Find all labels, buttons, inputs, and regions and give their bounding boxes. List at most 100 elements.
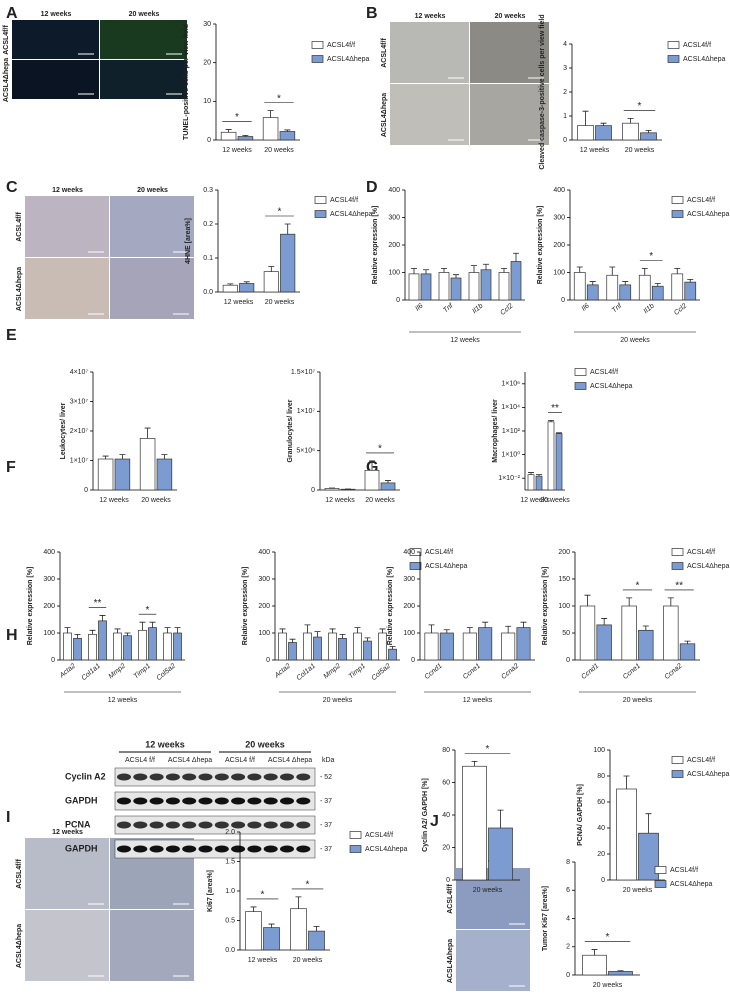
x-tick-label: Ccnd1 — [424, 663, 444, 681]
error-bar — [471, 265, 477, 273]
bar — [462, 632, 477, 661]
bar — [280, 233, 296, 293]
panel-letter: B — [366, 5, 378, 22]
x-tick-label: Tnf — [611, 302, 624, 315]
bar — [263, 927, 280, 951]
blot-band — [296, 773, 311, 781]
micrograph — [470, 84, 549, 145]
blot-band — [263, 845, 278, 853]
x-tick-label: Ccl2 — [673, 303, 688, 317]
error-bar — [600, 122, 607, 126]
y-tick-label: 0 — [84, 487, 88, 494]
bar — [245, 911, 262, 951]
blot-band — [117, 845, 131, 853]
y-axis-label: Tumor Ki67 [area%] — [542, 886, 549, 951]
error-bar — [114, 628, 121, 633]
bar — [73, 638, 82, 661]
bar — [138, 629, 147, 661]
blot-band — [214, 797, 229, 805]
error-bar — [329, 628, 336, 633]
bar — [622, 122, 639, 141]
x-tick-label: 12 weeks — [224, 299, 254, 306]
bar — [308, 930, 325, 951]
legend-label: ACSL4Δhepa — [670, 881, 713, 888]
bar — [328, 632, 337, 661]
y-tick-label: 100 — [553, 269, 565, 276]
legend-label: ACSL4Δhepa — [687, 563, 730, 570]
y-axis-label: Relative expression [%] — [27, 567, 34, 646]
error-bar — [164, 627, 171, 633]
bar — [638, 629, 654, 661]
y-tick-label: 4 — [563, 41, 567, 48]
legend-label: ACSL4Δhepa — [687, 771, 730, 778]
blot-band — [214, 845, 229, 853]
y-tick-label: 0 — [207, 137, 211, 144]
blot-band — [263, 797, 278, 805]
y-tick-label: 2.0 — [225, 829, 235, 836]
x-tick-label: Timp1 — [133, 663, 152, 681]
legend-label: ACSL4Δhepa — [590, 383, 633, 390]
y-tick-label: 80 — [442, 747, 450, 754]
bar — [173, 632, 182, 661]
error-bar — [582, 110, 589, 126]
y-tick-label: 1×10⁰ — [501, 450, 520, 458]
bar — [621, 605, 637, 661]
error-bar — [313, 926, 320, 932]
x-tick-label: Ccna2 — [664, 663, 684, 681]
bar — [608, 971, 633, 976]
error-bar — [667, 597, 674, 606]
blot-band — [231, 821, 246, 829]
y-tick-label: 2 — [563, 89, 567, 96]
x-tick-label: 12 weeks — [222, 147, 252, 154]
bar — [535, 475, 543, 491]
y-tick-label: 0.0 — [225, 947, 235, 954]
bar — [163, 632, 172, 661]
error-bar — [102, 455, 109, 460]
error-bar — [379, 628, 386, 633]
image-column-label: 12 weeks — [41, 11, 72, 18]
x-tick-label: Il6 — [414, 303, 424, 313]
bar — [527, 474, 535, 491]
bar — [651, 285, 664, 301]
y-tick-label: 0.0 — [203, 289, 213, 296]
blot-band — [133, 773, 148, 781]
micrograph — [110, 258, 194, 319]
legend-label: ACSL4f/f — [687, 757, 715, 764]
legend-label: ACSL4Δhepa — [683, 56, 726, 63]
error-bar — [589, 281, 596, 285]
x-tick-label: Ccl2 — [499, 303, 514, 317]
bar — [586, 284, 599, 301]
bar — [222, 284, 238, 293]
error-bar — [453, 274, 459, 278]
blot-band — [165, 797, 180, 805]
legend-swatch — [314, 196, 327, 204]
y-tick-label: 100 — [43, 630, 55, 637]
y-tick-label: 1.5×10⁷ — [291, 369, 316, 376]
micrograph — [110, 910, 194, 981]
error-bar — [601, 618, 608, 625]
bar — [380, 482, 396, 491]
image-row-label: ACSL4Δhepa — [16, 267, 23, 311]
blot-row-label: GAPDH — [65, 795, 98, 805]
y-tick-label: 200 — [43, 603, 55, 610]
bar — [114, 458, 131, 491]
y-tick-label: 30 — [203, 21, 211, 28]
error-bar — [242, 134, 249, 137]
legend-label: ACSL4Δhepa — [330, 211, 373, 218]
error-bar — [641, 267, 648, 276]
micrograph — [390, 84, 469, 145]
error-bar — [225, 129, 232, 133]
y-tick-label: 200 — [388, 242, 400, 249]
bar — [262, 117, 279, 141]
x-tick-label: Col5a2 — [155, 663, 177, 683]
y-tick-label: 0.1 — [203, 255, 213, 262]
x-tick-label: Il1b — [643, 303, 656, 316]
error-bar — [466, 627, 473, 633]
image-column-label: 12 weeks — [415, 13, 446, 20]
x-tick-label: 20 weeks — [365, 497, 395, 504]
y-tick-label: 4 — [566, 915, 570, 922]
error-bar — [284, 129, 291, 132]
legend-swatch — [311, 55, 324, 63]
x-tick-label: Ccne1 — [622, 663, 642, 681]
y-tick-label: 100 — [558, 603, 570, 610]
